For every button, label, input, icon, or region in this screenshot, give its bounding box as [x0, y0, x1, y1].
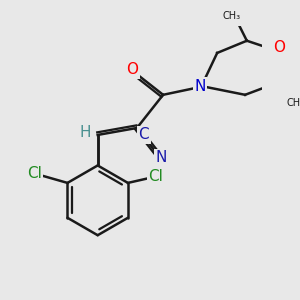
Text: O: O: [273, 40, 285, 55]
Text: CH₃: CH₃: [286, 98, 300, 108]
Text: CH₃: CH₃: [222, 11, 240, 21]
Text: N: N: [194, 79, 206, 94]
Text: O: O: [127, 62, 139, 77]
Text: N: N: [156, 150, 167, 165]
Text: Cl: Cl: [27, 166, 42, 181]
Text: H: H: [80, 125, 91, 140]
Text: C: C: [139, 128, 149, 142]
Text: Cl: Cl: [148, 169, 163, 184]
